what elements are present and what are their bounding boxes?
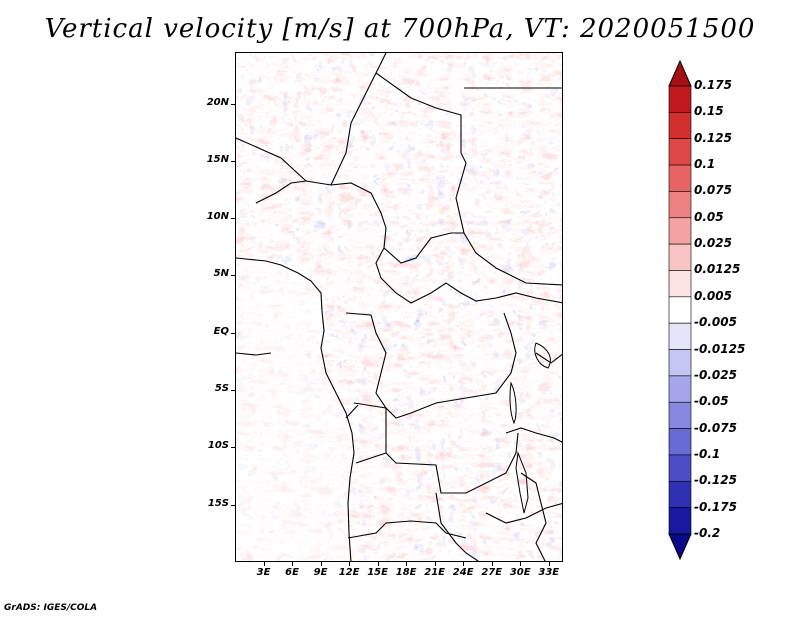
lat-tick-label: 15S [207,497,229,509]
colorbar-segment [668,428,692,456]
colorbar-label: -0.025 [694,367,737,382]
colorbar-segment [668,349,692,377]
lat-tick [231,103,235,105]
lakes [509,342,551,514]
colorbar-segment [668,322,692,350]
colorbar-label: 0.05 [694,209,724,224]
colorbar-label: -0.05 [694,394,729,409]
lat-tick-label: 10S [207,440,229,452]
grads-credit: GrADS: IGES/COLA [4,603,98,613]
country-boundaries [236,53,562,561]
colorbar-segment [668,138,692,166]
lat-tick [231,275,235,277]
colorbar-label: 0.025 [694,236,732,251]
colorbar-max-triangle [668,60,692,87]
lon-tick-label: 30E [509,567,531,578]
lon-tick-label: 18E [395,567,417,578]
lat-tick [231,447,235,449]
field-texture-overlay [236,53,562,561]
colorbar-segment [668,454,692,482]
lon-tick [434,562,436,566]
colorbar-segment [668,401,692,429]
colorbar-segment [668,191,692,219]
lon-tick-label: 21E [424,567,446,578]
lon-tick [548,562,550,566]
lat-tick-label: 5N [213,268,229,280]
colorbar-label: -0.0125 [694,341,746,356]
colorbar-segment [668,507,692,535]
lat-tick [231,390,235,392]
map-panel [235,52,563,562]
colorbar-label: 0.1 [694,157,716,172]
lon-tick-label: 15E [367,567,388,578]
lon-tick [406,562,408,566]
colorbar-label: 0.175 [694,78,732,92]
colorbar-segment [668,243,692,271]
colorbar-segment [668,112,692,140]
colorbar-label: -0.125 [694,473,737,488]
colorbar-segment [668,85,692,113]
lon-tick [377,562,379,566]
plot-title: Vertical velocity [m/s] at 700hPa, VT: 2… [44,14,756,44]
colorbar-segment [668,270,692,298]
lat-tick-label: 10N [206,211,229,223]
colorbar-label: -0.175 [694,499,737,514]
lat-tick-label: 20N [206,96,229,108]
lon-tick-label: 27E [481,567,503,578]
colorbar-label: 0.125 [694,130,732,145]
lon-tick-label: 24E [452,567,474,578]
lon-tick-label: 33E [538,567,560,578]
colorbar-label: 0.005 [694,288,732,303]
ocean-region [236,258,354,561]
lon-tick [349,562,351,566]
lon-tick-label: 3E [256,567,271,578]
lon-tick-label: 6E [285,567,299,578]
lat-tick [231,160,235,162]
colorbar-label: 0.0125 [694,262,741,277]
lon-tick [320,562,322,566]
lat-tick [231,332,235,334]
colorbar-label: -0.1 [694,446,721,461]
lat-tick [231,504,235,506]
lat-tick-label: 5S [214,383,229,395]
colorbar-segment [668,217,692,245]
colorbar-segment [668,296,692,324]
lat-tick-label: EQ [213,325,229,337]
lon-tick-label: 9E [313,567,328,578]
velocity-field-map [236,53,562,561]
lon-tick [292,562,294,566]
colorbar-label: 0.15 [694,104,724,119]
colorbar-label: -0.075 [694,420,737,435]
colorbar-segment [668,164,692,192]
colorbar-segment [668,480,692,508]
lat-tick-label: 15N [206,153,229,165]
colorbar-label: -0.2 [694,526,721,540]
lon-tick [463,562,465,566]
lon-tick [263,562,265,566]
colorbar [668,60,692,560]
colorbar-label: 0.075 [694,183,732,198]
lon-tick [491,562,493,566]
lon-tick-label: 12E [338,567,360,578]
lon-tick [520,562,522,566]
lat-tick [231,218,235,220]
colorbar-segment [668,375,692,403]
colorbar-label: -0.005 [694,315,737,330]
colorbar-min-triangle [668,533,692,560]
